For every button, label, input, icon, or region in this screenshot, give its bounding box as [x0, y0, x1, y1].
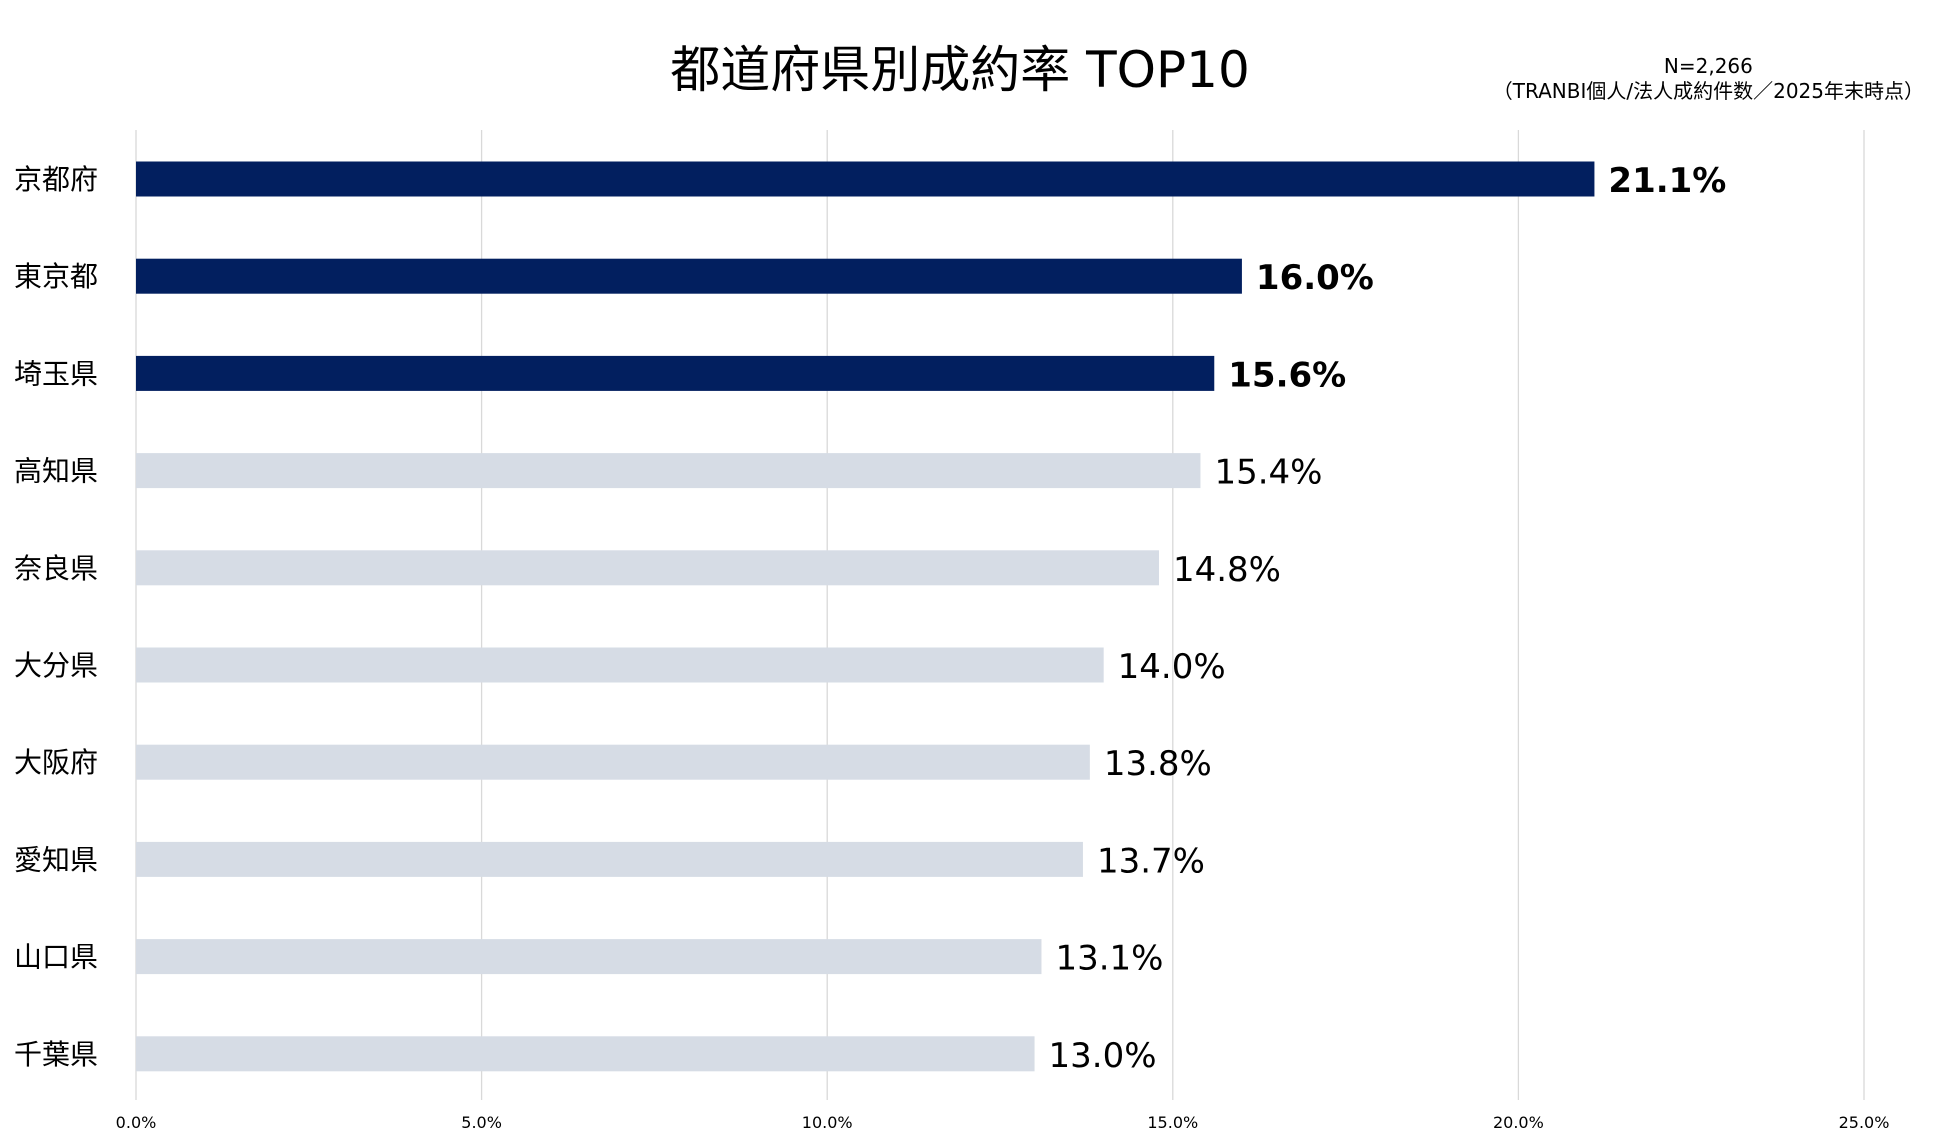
category-label: 京都府: [14, 163, 98, 196]
data-label: 15.4%: [1214, 453, 1322, 493]
category-label: 愛知県: [14, 843, 98, 876]
x-tick-label: 25.0%: [1839, 1113, 1890, 1132]
category-label: 大阪府: [14, 746, 98, 779]
x-tick-label: 5.0%: [461, 1113, 502, 1132]
x-tick-label: 10.0%: [802, 1113, 853, 1132]
data-label: 13.8%: [1104, 744, 1212, 784]
data-label: 13.7%: [1097, 841, 1205, 881]
x-tick-label: 20.0%: [1493, 1113, 1544, 1132]
data-label: 15.6%: [1228, 355, 1346, 395]
x-tick-label: 15.0%: [1147, 1113, 1198, 1132]
data-label: 13.1%: [1055, 939, 1163, 979]
category-label: 大分県: [14, 649, 98, 682]
bar-埼玉県: [136, 355, 1215, 391]
chart-title: 都道府県別成約率 TOP10: [670, 41, 1250, 99]
bar-東京都: [136, 258, 1242, 294]
category-label: 山口県: [14, 941, 98, 974]
category-label: 埼玉県: [14, 357, 98, 390]
category-label: 高知県: [14, 455, 98, 488]
data-label: 14.8%: [1173, 550, 1281, 590]
bar-愛知県: [136, 841, 1083, 877]
bar-京都府: [136, 161, 1595, 197]
bar-奈良県: [136, 550, 1159, 586]
bar-千葉県: [136, 1036, 1035, 1072]
bar-大阪府: [136, 744, 1090, 780]
data-label: 14.0%: [1118, 647, 1226, 687]
chart-note: N=2,266 （TRANBI個人/法人成約件数／2025年末時点）: [1493, 54, 1924, 104]
x-tick-label: 0.0%: [116, 1113, 157, 1132]
data-label: 13.0%: [1049, 1036, 1157, 1076]
bar-大分県: [136, 647, 1104, 683]
bar-山口県: [136, 939, 1042, 975]
category-label: 奈良県: [14, 552, 98, 585]
sample-size: N=2,266: [1663, 54, 1753, 78]
data-label: 16.0%: [1256, 258, 1374, 298]
data-label: 21.1%: [1608, 161, 1726, 201]
category-label: 千葉県: [14, 1038, 98, 1071]
bar-高知県: [136, 453, 1201, 489]
category-label: 東京都: [14, 260, 98, 293]
data-source-note: （TRANBI個人/法人成約件数／2025年末時点）: [1492, 79, 1924, 103]
